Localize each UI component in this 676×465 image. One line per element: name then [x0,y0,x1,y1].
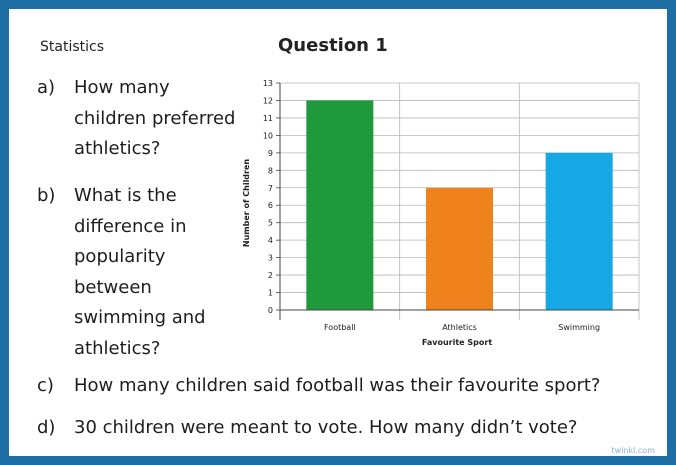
question-letter: a) [37,77,56,98]
y-tick-label: 5 [268,219,273,228]
y-tick-label: 8 [268,166,273,175]
y-tick-label: 9 [268,149,273,158]
question-line: swimming and [74,307,206,328]
question-line: What is the [74,185,177,206]
question-text: What is the difference in popularity bet… [74,181,206,364]
question-line: athletics? [74,337,161,359]
question-line: popularity [74,246,166,267]
y-axis-label: Number of Children [242,159,251,248]
bar-swimming [545,152,613,310]
bar-athletics [425,187,494,310]
y-tick-label: 1 [268,289,273,298]
x-tick-label: Athletics [442,323,477,332]
subject-label: Statistics [40,39,104,55]
page-title: Question 1 [278,35,388,56]
y-tick-label: 13 [263,79,273,88]
question-line: difference in [74,215,187,237]
question-line: between [74,276,152,298]
y-tick-label: 2 [268,271,273,280]
x-axis-label: Favourite Sport [422,338,492,347]
y-tick-label: 12 [263,96,273,105]
question-letter: c) [37,375,54,396]
chart-bars [306,100,613,310]
question-line: athletics? [74,138,161,159]
question-line: How many [74,77,170,98]
y-tick-label: 4 [268,236,273,245]
y-tick-label: 11 [263,114,273,123]
y-tick-label: 0 [268,306,273,315]
question-text: How many children said football was thei… [74,375,601,396]
bar-football [306,100,374,310]
question-letter: d) [37,417,56,438]
y-tick-label: 3 [268,254,273,263]
y-tick-label: 10 [263,131,273,140]
x-tick-label: Football [324,323,356,332]
question-text: How many children preferred athletics? [74,73,235,165]
x-tick-label: Swimming [558,323,600,332]
question-letter: b) [37,185,56,206]
y-tick-label: 7 [268,184,273,193]
question-line: children preferred [74,107,236,129]
brand-watermark: twinkl.com [611,446,655,455]
question-text: 30 children were meant to vote. How many… [74,417,578,438]
y-tick-label: 6 [268,201,273,210]
